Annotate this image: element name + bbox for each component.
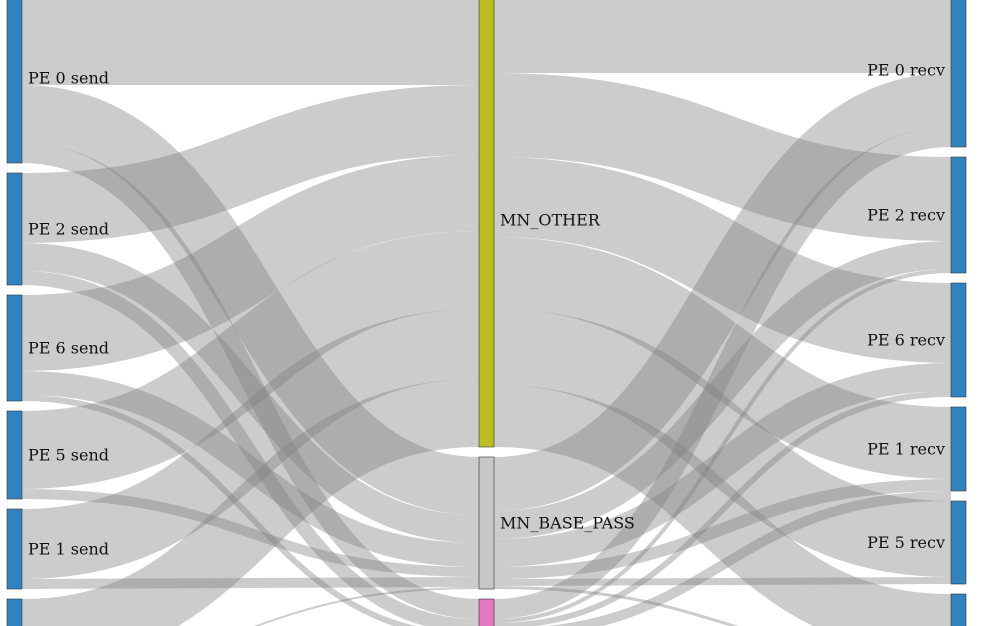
link-base-to-pe0r xyxy=(493,73,952,511)
sankey-labels: PE 0 send PE 2 send PE 6 send PE 5 send PE 1… xyxy=(28,61,945,559)
sankey-links xyxy=(20,0,952,626)
link-other-to-pe7r xyxy=(493,385,952,626)
node-label-pe5r: PE 5 recv xyxy=(867,533,945,552)
node-label-pe6r: PE 6 recv xyxy=(867,331,945,350)
link-third-to-pe0r xyxy=(493,127,952,619)
link-pe1s-to-base xyxy=(21,577,480,589)
node-third xyxy=(478,598,495,626)
node-base xyxy=(478,456,495,590)
link-other-to-pe2r xyxy=(493,73,952,241)
node-label-pe0s: PE 0 send xyxy=(28,69,109,88)
link-pe2s-to-other xyxy=(21,85,480,243)
link-pe6s-to-base xyxy=(21,371,480,567)
node-label-pe5s: PE 5 send xyxy=(28,446,109,465)
link-base-to-pe6r xyxy=(493,363,952,567)
link-pe0s-to-base xyxy=(20,85,481,515)
link-pe7s-to-base xyxy=(253,587,480,626)
node-label-pe1r: PE 1 recv xyxy=(867,440,945,459)
node-label-pe6s: PE 6 send xyxy=(28,339,109,358)
link-base-to-pe1r xyxy=(493,479,952,579)
node-pe0s xyxy=(6,0,23,164)
link-pe7s-to-other xyxy=(21,379,480,626)
node-pe7s xyxy=(6,598,23,626)
node-other xyxy=(478,0,495,448)
node-label-pe1s: PE 1 send xyxy=(28,540,109,559)
link-pe6s-to-third xyxy=(21,395,417,626)
link-pe6s-to-other xyxy=(21,155,480,371)
node-label-base: MN_BASE_PASS xyxy=(500,514,635,533)
link-other-to-pe1r xyxy=(493,237,952,479)
link-pe5s-to-base xyxy=(21,489,480,577)
node-label-pe2s: PE 2 send xyxy=(28,220,109,239)
node-pe5r xyxy=(950,500,967,585)
link-base-to-pe2r xyxy=(493,241,952,539)
link-base-to-pe7r xyxy=(493,586,740,626)
node-pe0r xyxy=(950,0,967,148)
node-pe2s xyxy=(6,172,23,286)
node-pe1s xyxy=(6,508,23,590)
link-pe1s-to-other xyxy=(21,309,480,579)
link-pe5s-to-other xyxy=(21,231,480,489)
node-label-other: MN_OTHER xyxy=(500,211,601,230)
node-pe6r xyxy=(950,282,967,398)
node-pe6s xyxy=(6,294,23,402)
link-pe0s-to-third xyxy=(21,143,480,619)
node-pe5s xyxy=(6,410,23,500)
node-pe1r xyxy=(950,406,967,492)
link-base-to-pe5r xyxy=(493,577,952,586)
node-label-pe0r: PE 0 recv xyxy=(867,61,945,80)
link-pe2s-to-base xyxy=(21,243,480,543)
link-other-to-pe5r xyxy=(493,309,952,577)
link-third-to-pe6r xyxy=(493,391,952,626)
link-third-to-pe1r xyxy=(548,491,952,626)
link-pe2s-to-third xyxy=(21,271,480,626)
node-label-pe2r: PE 2 recv xyxy=(867,206,945,225)
sankey-nodes xyxy=(6,0,967,626)
link-other-to-pe6r xyxy=(493,157,952,363)
link-third-to-pe2r xyxy=(493,269,952,623)
node-pe7r xyxy=(950,593,967,626)
node-pe2r xyxy=(950,156,967,274)
